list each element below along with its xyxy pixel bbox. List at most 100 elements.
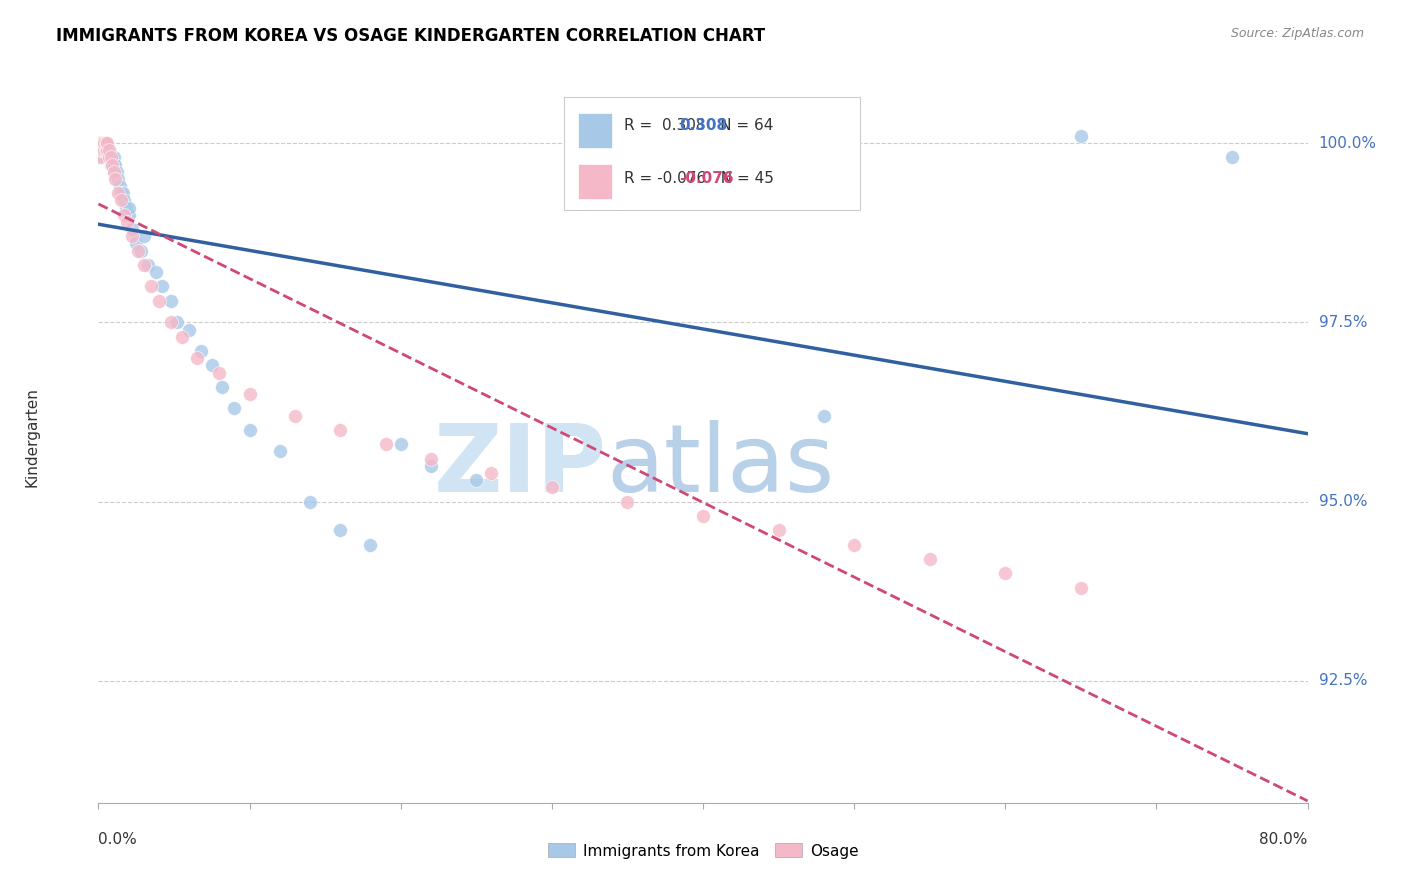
Point — [186, 351, 208, 366]
Point — [89, 136, 111, 150]
Point — [90, 136, 112, 150]
Point — [148, 293, 170, 308]
Point — [201, 359, 224, 373]
Point — [190, 344, 212, 359]
Point — [160, 293, 183, 308]
Point — [89, 150, 111, 164]
Point — [103, 158, 125, 172]
Point — [93, 136, 115, 150]
Point — [118, 208, 141, 222]
Point — [101, 158, 124, 172]
Point — [1070, 128, 1092, 143]
Point — [91, 136, 114, 150]
Point — [768, 524, 790, 538]
Point — [329, 423, 352, 437]
Point — [115, 208, 138, 222]
Point — [115, 215, 138, 229]
Point — [918, 552, 941, 566]
Point — [136, 258, 159, 272]
Point — [114, 201, 136, 215]
Point — [150, 279, 173, 293]
Text: ZIP: ZIP — [433, 420, 606, 512]
Point — [89, 143, 111, 157]
Point — [419, 451, 441, 466]
Point — [91, 136, 114, 150]
Point — [160, 315, 183, 329]
Text: Kindergarten: Kindergarten — [24, 387, 39, 487]
Point — [239, 423, 262, 437]
Point — [98, 150, 121, 164]
Point — [1220, 150, 1243, 164]
Point — [121, 229, 143, 244]
Text: 95.0%: 95.0% — [1319, 494, 1367, 509]
Point — [91, 143, 114, 157]
Point — [103, 165, 125, 179]
Point — [284, 409, 307, 423]
Text: R =  0.308   N = 64: R = 0.308 N = 64 — [624, 118, 773, 133]
Point — [90, 143, 112, 157]
Point — [104, 158, 127, 172]
Point — [110, 194, 132, 208]
Point — [121, 222, 143, 236]
Point — [94, 136, 117, 150]
Point — [105, 165, 128, 179]
Point — [100, 158, 122, 172]
Point — [994, 566, 1017, 581]
Point — [465, 473, 488, 487]
Point — [90, 136, 112, 150]
Point — [692, 508, 714, 523]
Text: -0.076: -0.076 — [679, 171, 734, 186]
Text: R = -0.076   N = 45: R = -0.076 N = 45 — [624, 171, 775, 186]
Text: 80.0%: 80.0% — [1260, 832, 1308, 847]
Point — [540, 480, 562, 494]
Point — [93, 143, 115, 157]
Point — [239, 387, 262, 401]
Point — [98, 143, 121, 157]
Text: atlas: atlas — [606, 420, 835, 512]
Point — [100, 150, 122, 164]
Text: 97.5%: 97.5% — [1319, 315, 1367, 330]
Text: IMMIGRANTS FROM KOREA VS OSAGE KINDERGARTEN CORRELATION CHART: IMMIGRANTS FROM KOREA VS OSAGE KINDERGAR… — [56, 27, 765, 45]
Point — [108, 179, 131, 194]
Point — [96, 150, 118, 164]
Text: Source: ZipAtlas.com: Source: ZipAtlas.com — [1230, 27, 1364, 40]
Point — [374, 437, 396, 451]
Point — [101, 158, 124, 172]
Text: 100.0%: 100.0% — [1319, 136, 1376, 151]
Bar — [578, 164, 613, 199]
Point — [104, 165, 127, 179]
Point — [98, 150, 121, 164]
Point — [389, 437, 412, 451]
Point — [132, 229, 155, 244]
Point — [93, 136, 115, 150]
Point — [269, 444, 291, 458]
Point — [177, 322, 201, 336]
Legend: Immigrants from Korea, Osage: Immigrants from Korea, Osage — [541, 838, 865, 864]
Point — [166, 315, 188, 329]
Point — [125, 236, 148, 251]
Point — [91, 150, 114, 164]
Point — [111, 186, 134, 201]
Point — [103, 165, 125, 179]
Point — [93, 143, 115, 157]
Point — [112, 194, 135, 208]
Point — [91, 143, 114, 157]
Point — [141, 279, 163, 293]
Point — [170, 329, 193, 343]
Point — [96, 136, 118, 150]
Point — [94, 136, 117, 150]
Text: 0.308: 0.308 — [679, 118, 727, 133]
Point — [94, 150, 117, 164]
Point — [103, 150, 125, 164]
Point — [481, 466, 503, 480]
Point — [110, 186, 132, 201]
Point — [98, 143, 121, 157]
Text: 0.0%: 0.0% — [98, 832, 138, 847]
Bar — [578, 113, 613, 148]
Point — [96, 143, 118, 157]
Point — [93, 143, 115, 157]
Point — [104, 172, 127, 186]
Text: 92.5%: 92.5% — [1319, 673, 1367, 689]
Point — [224, 401, 246, 416]
Point — [94, 143, 117, 157]
